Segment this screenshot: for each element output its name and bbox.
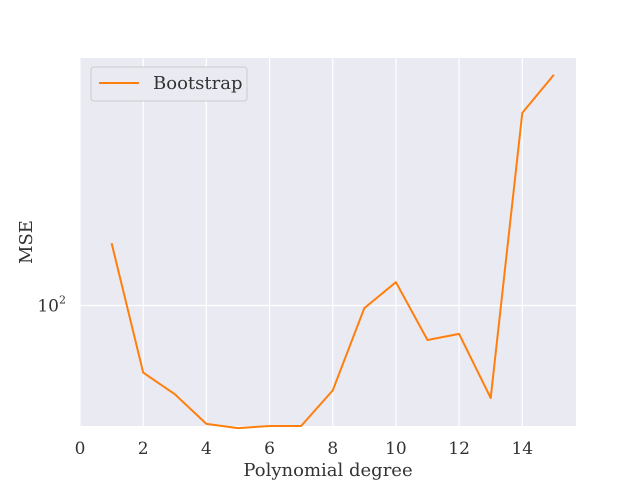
series-layer — [110, 74, 555, 430]
x-tick-label: 0 — [75, 439, 86, 459]
y-axis-label: MSE — [16, 220, 37, 264]
legend: Bootstrap — [90, 66, 248, 102]
series-line-bootstrap — [110, 74, 555, 430]
x-tick-label: 6 — [264, 439, 275, 459]
x-tick-labels: 0 2 4 6 8 10 12 14 — [75, 439, 534, 459]
grid — [79, 58, 576, 426]
y-tick-label: 102 — [37, 293, 66, 316]
x-tick-label: 14 — [511, 439, 533, 459]
x-tick-label: 4 — [201, 439, 212, 459]
x-axis-label: Polynomial degree — [243, 460, 412, 480]
plot-area — [80, 58, 576, 426]
x-tick-label: 8 — [327, 439, 338, 459]
x-tick-label: 2 — [138, 439, 149, 459]
legend-box — [90, 66, 248, 102]
legend-label-bootstrap: Bootstrap — [153, 73, 242, 94]
x-tick-label: 10 — [385, 439, 407, 459]
x-tick-label: 12 — [448, 439, 470, 459]
y-tick-labels: 102 — [37, 293, 66, 316]
